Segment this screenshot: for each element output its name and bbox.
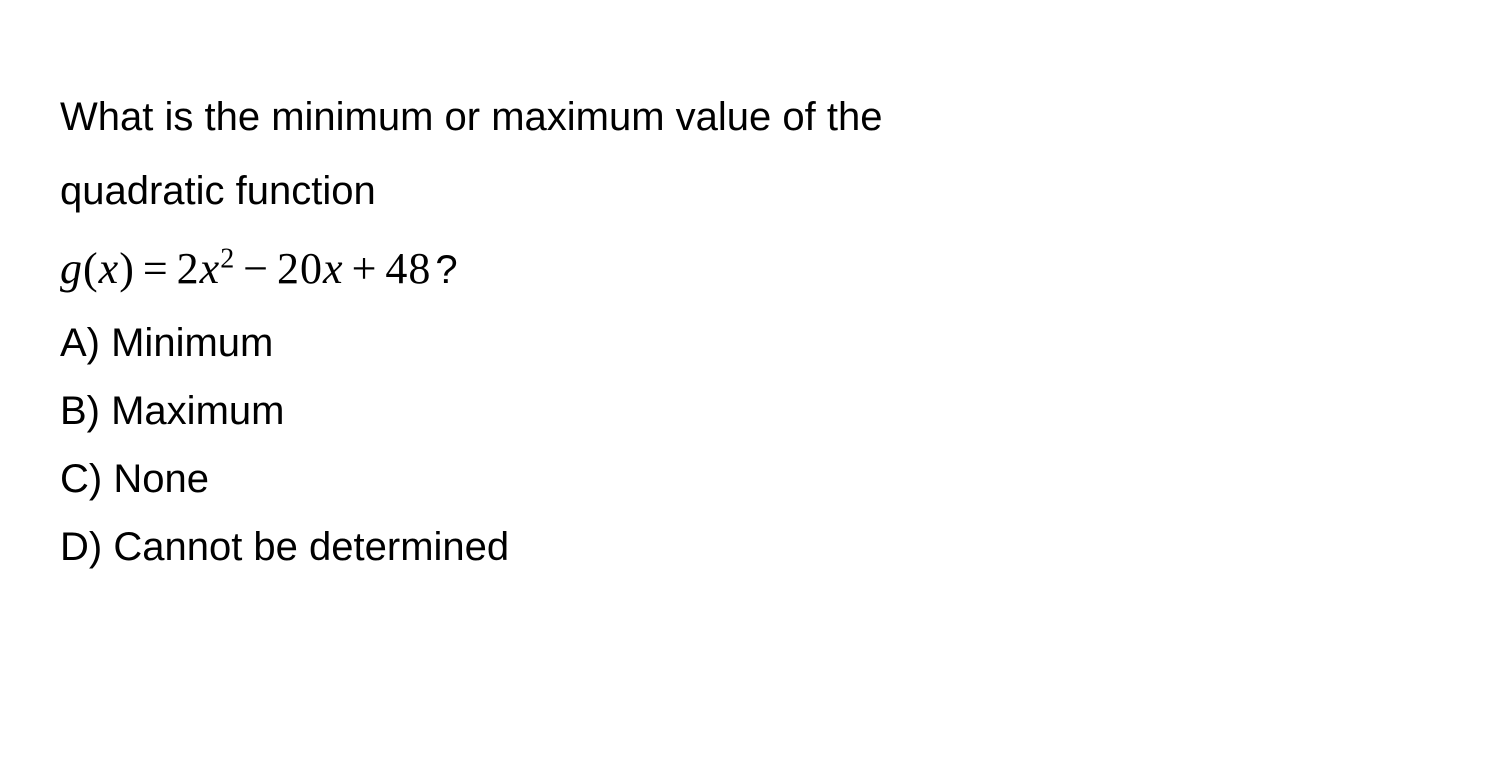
constant-c: 48 xyxy=(385,244,431,293)
option-a: A) Minimum xyxy=(60,309,1440,377)
option-d: D) Cannot be determined xyxy=(60,513,1440,581)
x-term: x xyxy=(323,244,344,293)
open-paren: ( xyxy=(83,244,99,293)
close-paren: ) xyxy=(119,244,135,293)
equation: g(x)=2x2−20x+48? xyxy=(60,228,1440,309)
minus-sign: − xyxy=(243,244,269,293)
question-mark: ? xyxy=(435,248,458,292)
option-b: B) Maximum xyxy=(60,377,1440,445)
equation-function: g xyxy=(60,244,83,293)
question-line-2: quadratic function xyxy=(60,154,1440,228)
coefficient-b: 20 xyxy=(277,244,323,293)
coefficient-a: 2 xyxy=(177,244,200,293)
question-container: What is the minimum or maximum value of … xyxy=(60,80,1440,581)
x-squared: x xyxy=(200,244,221,293)
equation-variable: x xyxy=(99,244,120,293)
exponent-2: 2 xyxy=(220,243,235,274)
plus-sign: + xyxy=(352,244,378,293)
option-c: C) None xyxy=(60,445,1440,513)
question-line-1: What is the minimum or maximum value of … xyxy=(60,80,1440,154)
equals-sign: = xyxy=(143,244,169,293)
